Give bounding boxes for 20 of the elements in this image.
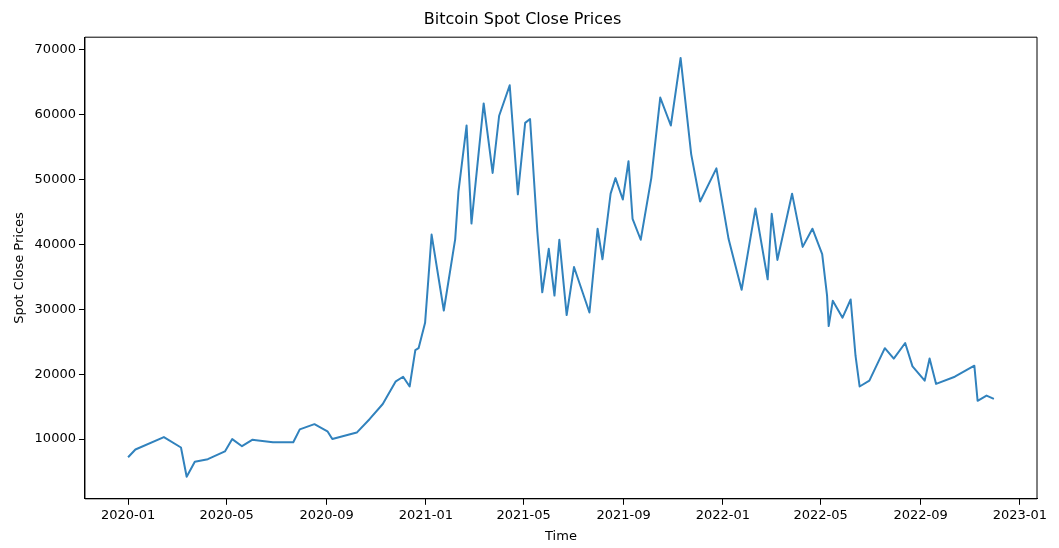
x-axis-title: Time (544, 527, 577, 543)
y-tick-label: 70000 (34, 40, 76, 56)
y-tick-label: 10000 (34, 430, 76, 446)
x-tick-label: 2020-01 (100, 506, 156, 522)
x-tick-label: 2020-05 (199, 506, 254, 522)
x-tick-label: 2023-01 (992, 506, 1048, 522)
x-tick-label: 2021-05 (496, 506, 551, 522)
y-tick-label: 60000 (34, 105, 76, 121)
y-axis-title: Spot Close Prices (11, 211, 27, 324)
chart-title: Bitcoin Spot Close Prices (423, 8, 622, 28)
y-tick-label: 20000 (34, 365, 76, 381)
x-tick-label: 2021-01 (398, 506, 454, 522)
y-tick-label: 50000 (34, 170, 76, 186)
y-tick-label: 30000 (34, 300, 76, 316)
x-tick-label: 2022-01 (695, 506, 751, 522)
x-tick-label: 2022-05 (793, 506, 848, 522)
y-tick-label: 40000 (34, 235, 76, 251)
x-tick-label: 2021-09 (596, 506, 651, 522)
x-tick-label: 2022-09 (893, 506, 948, 522)
x-tick-label: 2020-09 (299, 506, 354, 522)
